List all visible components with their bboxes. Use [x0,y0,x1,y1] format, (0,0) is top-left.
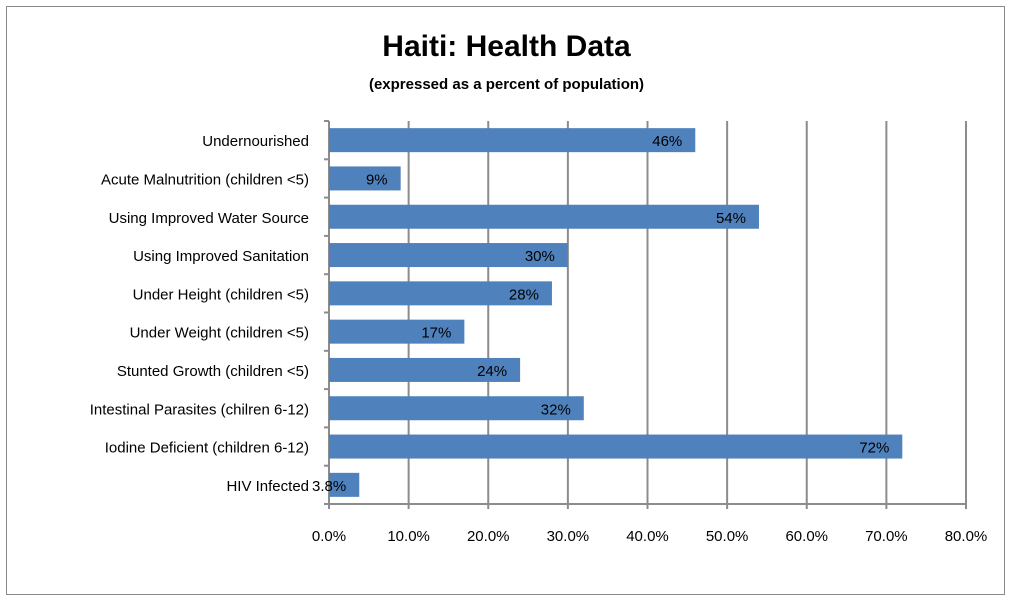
category-label-2: Using Improved Water Source [109,210,309,227]
category-label-1: Acute Malnutrition (children <5) [101,171,309,188]
data-labels: 46% 9% 54% 30% 28% 17% 24% 32% 72% 3.8% [312,133,889,495]
x-tick-label-8: 80.0% [945,528,988,545]
bar-2 [329,204,759,229]
data-label-3: 30% [525,248,555,265]
bar-7 [329,396,584,421]
chart-subtitle: (expressed as a percent of population) [368,76,645,93]
x-tick-label-2: 20.0% [467,528,510,545]
x-tick-label-3: 30.0% [547,528,590,545]
bar-0 [329,128,696,153]
x-tick-label-5: 50.0% [706,528,749,545]
category-label-0: Undernourished [202,133,309,150]
category-label-4: Under Height (children <5) [133,286,309,303]
x-tick-label-7: 70.0% [865,528,908,545]
category-label-6: Stunted Growth (children <5) [117,363,309,380]
x-tick-label-4: 40.0% [626,528,669,545]
bar-3 [329,243,568,268]
x-tick-label-1: 10.0% [387,528,430,545]
category-label-7: Intestinal Parasites (chilren 6-12) [90,401,309,418]
data-label-1: 9% [366,171,388,188]
bar-5 [329,319,465,344]
data-label-6: 24% [477,363,507,380]
chart-title: Haiti: Health Data [382,30,631,63]
data-label-2: 54% [716,210,746,227]
category-label-5: Under Weight (children <5) [130,325,309,342]
category-label-3: Using Improved Sanitation [133,248,309,265]
data-label-7: 32% [541,401,571,418]
x-tick-label-0: 0.0% [312,528,346,545]
x-tick-label-6: 60.0% [785,528,828,545]
data-label-4: 28% [509,286,539,303]
data-label-5: 17% [421,325,451,342]
data-label-8: 72% [859,440,889,457]
bar-4 [329,281,552,306]
data-label-9: 3.8% [312,478,346,495]
category-label-9: HIV Infected [226,478,309,495]
category-label-8: Iodine Deficient (children 6-12) [105,440,309,457]
bar-9 [329,472,360,497]
bars [329,128,903,497]
category-labels: Undernourished Acute Malnutrition (childr… [90,133,309,495]
bar-1 [329,166,401,191]
data-label-0: 46% [652,133,682,150]
x-tick-labels: 0.0% 10.0% 20.0% 30.0% 40.0% 50.0% 60.0% 70.0% 8… [312,528,987,545]
bar-6 [329,357,521,382]
bar-8 [329,434,903,459]
